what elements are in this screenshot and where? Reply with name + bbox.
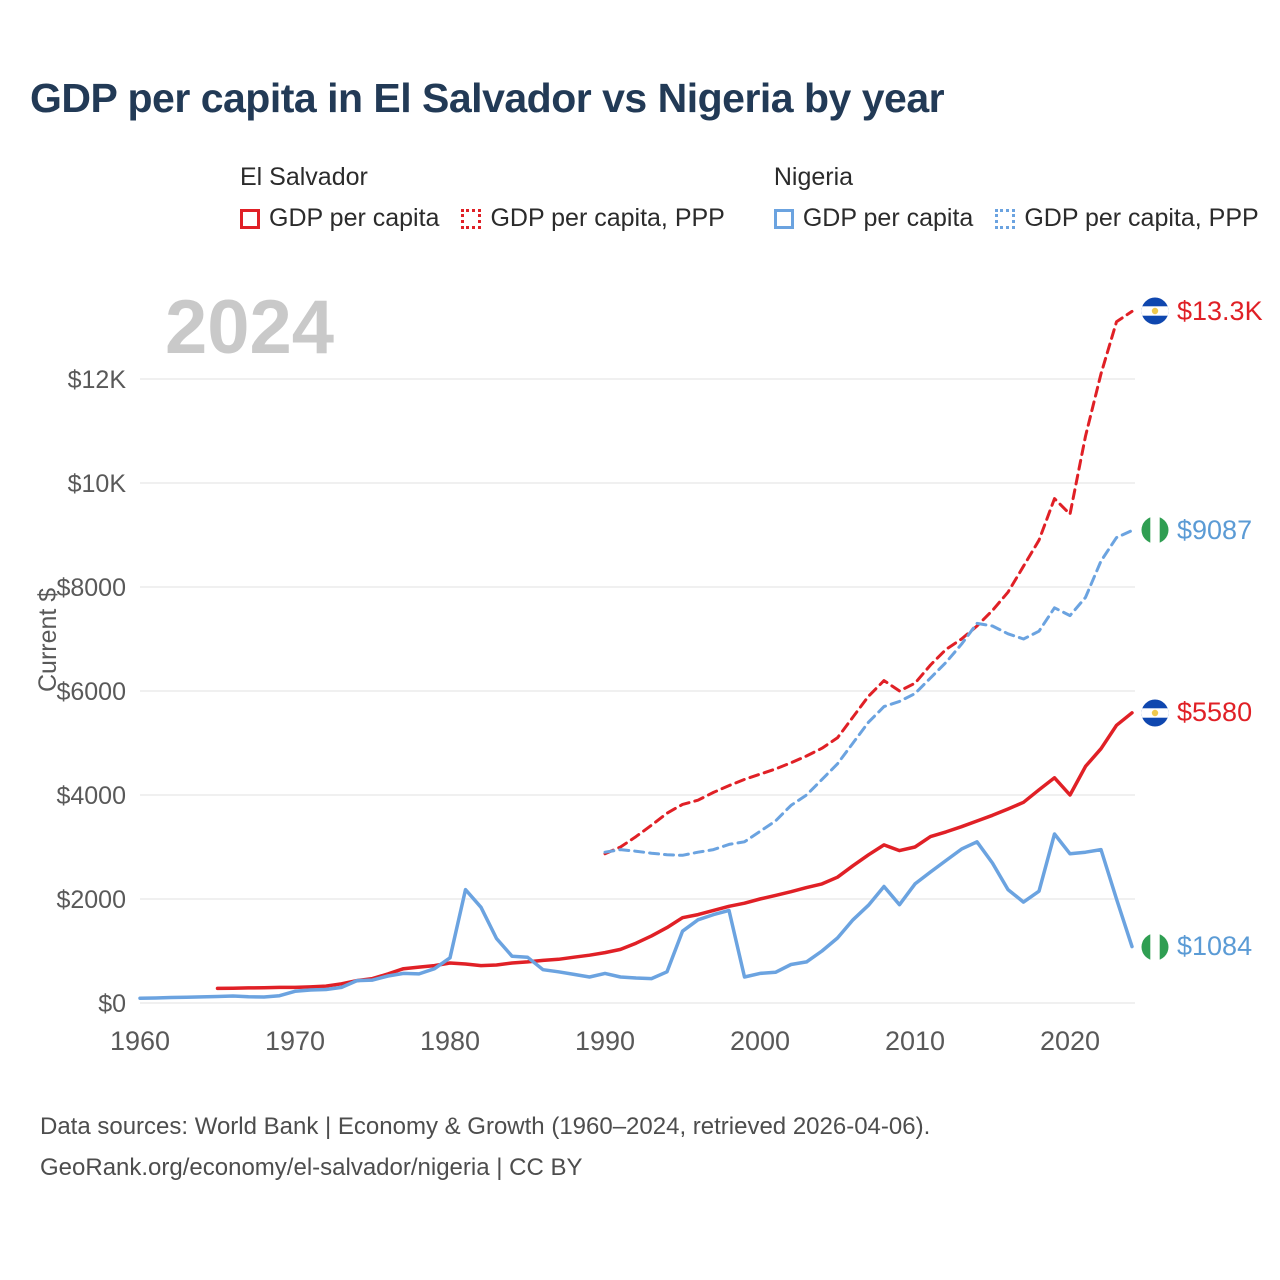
legend-label-nigeria-ppp: GDP per capita, PPP [1024,204,1259,232]
legend-item-el-salvador-ppp[interactable]: GDP per capita, PPP [461,204,725,233]
y-tick-label: $0 [98,990,126,1018]
x-tick-label: 1990 [575,1026,635,1056]
end-value-nigeria-ppp: $9087 [1177,514,1253,545]
y-tick-label: $4000 [56,782,126,810]
x-tick-label: 2010 [885,1026,945,1056]
legend-item-nigeria-ppp[interactable]: GDP per capita, PPP [995,204,1259,233]
end-label-nigeria-ppp: $9087 [1141,515,1252,545]
legend-item-el-salvador-gdp[interactable]: GDP per capita [240,204,439,233]
legend-label-el-salvador-ppp: GDP per capita, PPP [490,204,725,232]
legend: El Salvador GDP per capita GDP per capit… [240,163,1259,233]
legend-item-nigeria-gdp[interactable]: GDP per capita [773,204,974,233]
nigeria-flag-icon [1141,933,1169,961]
end-value-el-salvador-gdp: $5580 [1177,697,1253,728]
el-salvador-flag-icon [1141,699,1169,727]
legend-swatch-blue-solid-icon [773,208,794,229]
y-tick-label: $8000 [56,574,126,602]
data-sources-text: Data sources: World Bank | Economy & Gro… [40,1113,931,1140]
x-tick-label: 1980 [420,1026,480,1056]
page-title: GDP per capita in El Salvador vs Nigeria… [30,75,945,121]
end-label-el-salvador-gdp: $5580 [1141,697,1253,728]
end-label-el-salvador-ppp: $13.3K [1141,296,1263,326]
x-tick-label: 2000 [730,1026,790,1056]
y-tick-label: $6000 [56,678,126,706]
legend-swatch-red-dotted-icon [461,208,482,229]
legend-items-el-salvador: GDP per capita GDP per capita, PPP [240,204,725,233]
legend-items-nigeria: GDP per capita GDP per capita, PPP [773,204,1259,233]
legend-label-nigeria-gdp: GDP per capita [802,204,974,232]
end-value-nigeria-gdp: $1084 [1177,931,1253,962]
x-tick-label: 2020 [1040,1026,1100,1056]
legend-swatch-blue-dotted-icon [995,208,1016,229]
legend-group-el-salvador: El Salvador GDP per capita GDP per capit… [240,163,725,233]
legend-country-el-salvador: El Salvador [240,163,368,191]
legend-country-nigeria: Nigeria [773,163,854,191]
x-tick-label: 1970 [265,1026,325,1056]
legend-swatch-red-solid-icon [240,208,260,229]
series-line-es-ppp[interactable] [603,309,1134,856]
watermark-year: 2024 [165,285,335,370]
y-tick-label: $10K [68,470,127,498]
end-label-nigeria-gdp: $1084 [1141,931,1253,962]
source-url-text: GeoRank.org/economy/el-salvador/nigeria … [40,1154,583,1181]
legend-group-nigeria: Nigeria GDP per capita GDP per capita, P… [773,163,1259,233]
x-tick-label: 1960 [110,1026,170,1056]
el-salvador-flag-icon [1141,297,1169,325]
series-line-ng-ppp[interactable] [603,529,1134,857]
y-tick-label: $12K [68,366,127,394]
footer: Data sources: World Bank | Economy & Gro… [40,1106,930,1188]
nigeria-flag-icon [1141,516,1169,544]
y-tick-label: $2000 [56,886,126,914]
end-value-el-salvador-ppp: $13.3K [1177,295,1263,326]
legend-label-el-salvador-gdp: GDP per capita [269,204,440,232]
series-line-ng-gdp[interactable] [138,832,1134,1000]
